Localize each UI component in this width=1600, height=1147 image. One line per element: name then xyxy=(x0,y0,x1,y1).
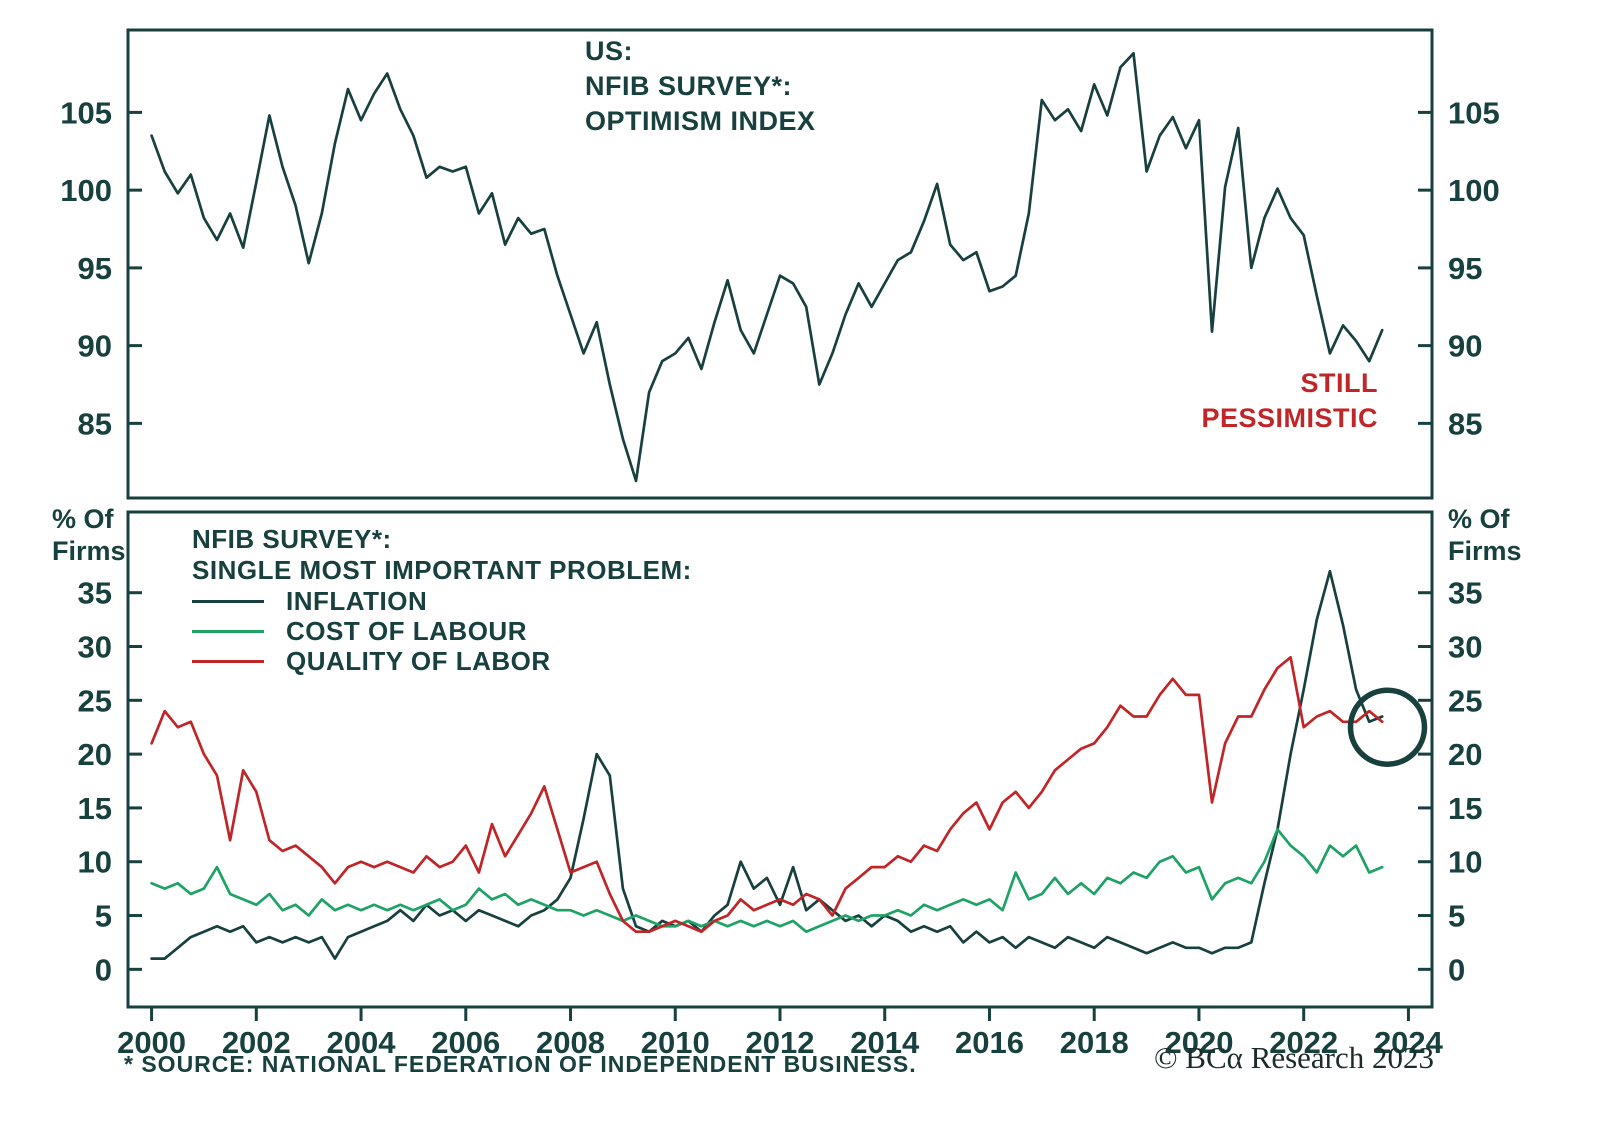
annotation-line-2: PESSIMISTIC xyxy=(1201,403,1378,433)
x-tick-label: 2002 xyxy=(222,1025,291,1060)
y-tick-label-left: 100 xyxy=(60,173,112,208)
still-pessimistic-annotation: STILL PESSIMISTIC xyxy=(1201,366,1378,436)
y-axis-label-right: % Of Firms xyxy=(1448,504,1522,566)
x-tick-label: 2000 xyxy=(117,1025,186,1060)
y-tick-label-left: 10 xyxy=(78,845,112,880)
x-tick-label: 2018 xyxy=(1060,1025,1129,1060)
legend-label-inflation: INFLATION xyxy=(286,585,428,616)
y-tick-label-right: 85 xyxy=(1448,406,1482,441)
x-tick-label: 2010 xyxy=(641,1025,710,1060)
y-tick-label-left: 95 xyxy=(78,251,112,286)
cost-of-labour-line xyxy=(150,828,1384,934)
copyright-credit: © BCα Research 2023 xyxy=(1154,1040,1434,1075)
quality-of-labor-line-swatch xyxy=(192,659,264,663)
y-tick-label-left: 20 xyxy=(78,737,112,772)
y-tick-label-right: 35 xyxy=(1448,576,1482,611)
y-tick-label-left: 0 xyxy=(95,952,112,987)
annotation-line-1: STILL xyxy=(1300,368,1378,398)
y-tick-label-right: 25 xyxy=(1448,683,1482,718)
top-chart-title-line-2: NFIB SURVEY*: xyxy=(585,71,793,101)
quality-of-labor-line xyxy=(150,655,1384,934)
highlight-circle-annotation xyxy=(1347,687,1428,767)
top-chart-title-line-1: US: xyxy=(585,36,633,66)
y-tick-label-right: 0 xyxy=(1448,952,1465,987)
y-tick-label-right: 95 xyxy=(1448,251,1482,286)
x-tick-label: 2024 xyxy=(1374,1025,1444,1060)
y-tick-label-right: 10 xyxy=(1448,845,1482,880)
inflation-line xyxy=(150,569,1384,960)
legend-item-cost-of-labour: COST OF LABOUR xyxy=(192,616,692,646)
y-tick-label-left: 5 xyxy=(95,899,112,934)
y-tick-label-left: 90 xyxy=(78,329,112,364)
optimism-panel-frame xyxy=(126,28,1434,500)
y-tick-label-right: 90 xyxy=(1448,329,1482,364)
x-tick-label: 2020 xyxy=(1164,1025,1233,1060)
x-tick-label: 2008 xyxy=(536,1025,605,1060)
y-tick-label-left: 85 xyxy=(78,406,112,441)
y-tick-label-right: 30 xyxy=(1448,630,1482,665)
x-tick-label: 2016 xyxy=(955,1025,1024,1060)
x-tick-label: 2014 xyxy=(850,1025,920,1060)
legend-title-line-1: NFIB SURVEY*: xyxy=(192,524,392,554)
y-tick-label-left: 105 xyxy=(60,95,112,130)
y-axis-label-left: % Of Firms xyxy=(52,504,126,566)
y-tick-label-right: 15 xyxy=(1448,791,1482,826)
x-tick-label: 2006 xyxy=(431,1025,500,1060)
y-tick-label-right: 100 xyxy=(1448,173,1500,208)
y-tick-label-right: 5 xyxy=(1448,899,1465,934)
top-chart-title: US: NFIB SURVEY*: OPTIMISM INDEX xyxy=(585,34,816,139)
legend-item-quality-of-labor: QUALITY OF LABOR xyxy=(192,646,692,676)
x-tick-label: 2012 xyxy=(746,1025,815,1060)
source-note: * SOURCE: NATIONAL FEDERATION OF INDEPEN… xyxy=(124,1051,917,1077)
nfib-optimism-index-line xyxy=(150,51,1384,483)
x-tick-label: 2004 xyxy=(327,1025,397,1060)
y-tick-label-right: 105 xyxy=(1448,95,1500,130)
legend-label-quality-of-labor: QUALITY OF LABOR xyxy=(286,645,551,676)
legend-item-inflation: INFLATION xyxy=(192,586,692,616)
cost-of-labour-line-swatch xyxy=(192,629,264,633)
top-chart-title-line-3: OPTIMISM INDEX xyxy=(585,106,816,136)
x-tick-label: 2022 xyxy=(1269,1025,1338,1060)
legend-title-line-2: SINGLE MOST IMPORTANT PROBLEM: xyxy=(192,555,692,585)
legend-label-cost-of-labour: COST OF LABOUR xyxy=(286,615,527,646)
y-tick-label-left: 15 xyxy=(78,791,112,826)
bottom-chart-legend: NFIB SURVEY*: SINGLE MOST IMPORTANT PROB… xyxy=(192,524,692,676)
y-tick-label-right: 20 xyxy=(1448,737,1482,772)
y-tick-label-left: 30 xyxy=(78,630,112,665)
y-tick-label-left: 35 xyxy=(78,576,112,611)
inflation-line-swatch xyxy=(192,599,264,603)
y-tick-label-left: 25 xyxy=(78,683,112,718)
